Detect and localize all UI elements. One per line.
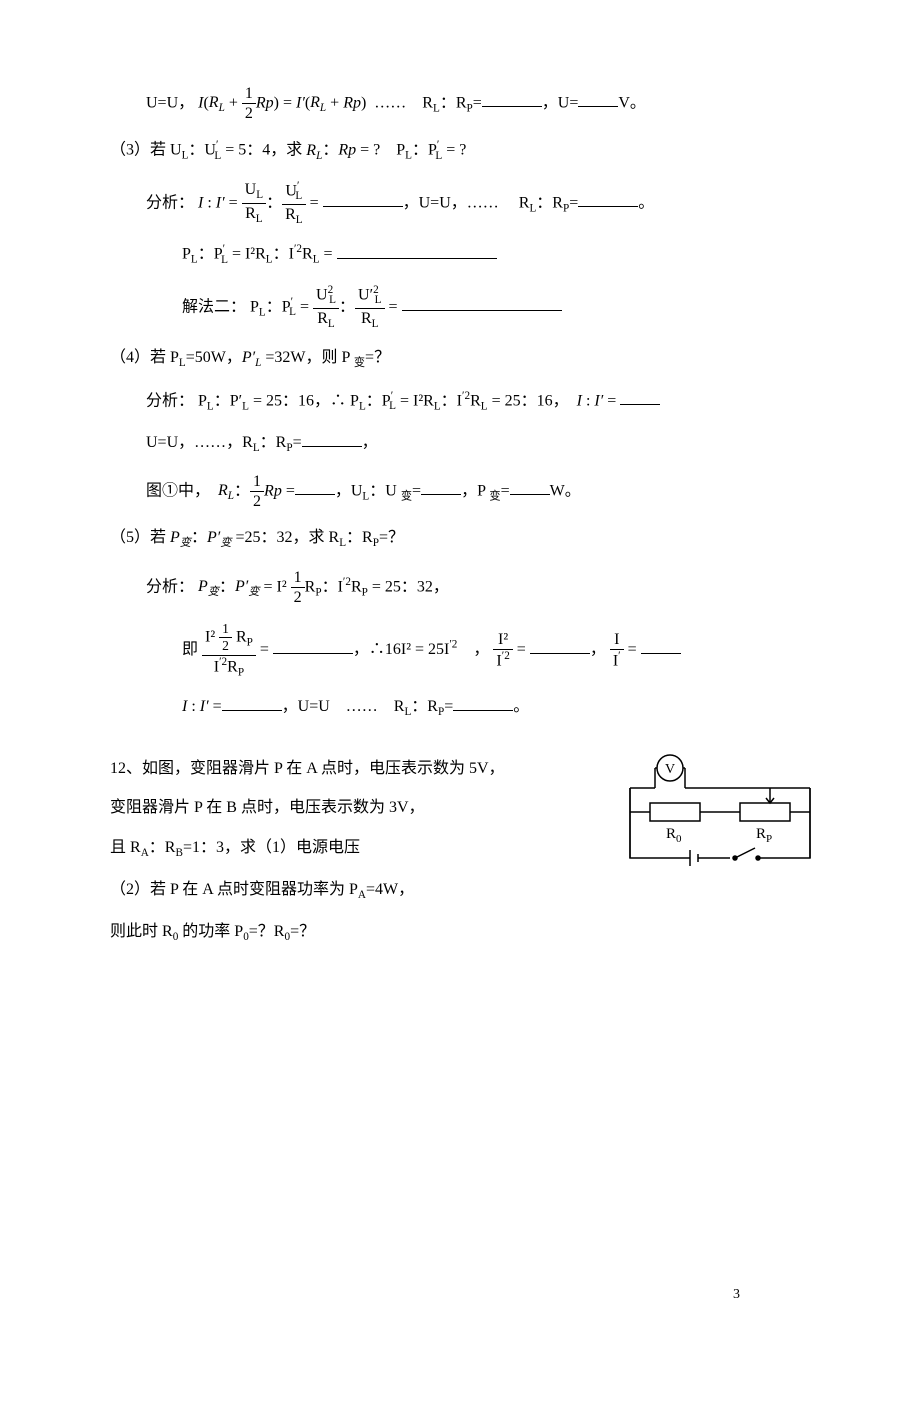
q12-line3: 且 RA：RB=1：3，求（1）电源电压 [110, 835, 600, 863]
q12-line2: 变阻器滑片 P 在 B 点时，电压表示数为 3V， [110, 795, 600, 821]
page: U=U， I(RL + 12Rp) = I′(RL + Rp) …… RL：RP… [110, 84, 830, 1344]
q12-text: 12、如图，变阻器滑片 P 在 A 点时，电压表示数为 5V， 变阻器滑片 P … [110, 742, 600, 962]
page-number: 3 [733, 1284, 740, 1306]
rp-label: RP [756, 826, 772, 845]
q3-analysis-3: 解法二： PL：P′L = U2LRL：U′2LRL = [182, 284, 830, 332]
q12-line5: 则此时 R0 的功率 P0=？R0=？ [110, 919, 600, 947]
math-italic: I [198, 94, 203, 111]
text: U=U， [146, 94, 194, 111]
r0-label: R0 [666, 826, 682, 845]
blank [620, 388, 660, 405]
blank [578, 190, 638, 207]
q3-analysis-2: PL：P′L = I²RL：I′2RL = [182, 241, 830, 269]
top-equation-line: U=U， I(RL + 12Rp) = I′(RL + Rp) …… RL：RP… [146, 84, 830, 123]
blank [222, 694, 282, 711]
q4-analysis-3: 图①中， RL：12Rp =，UL：U 变=，P 变=W。 [146, 472, 830, 511]
circuit-svg: V R0 RP [620, 748, 820, 888]
q5-analysis-1: 分析： P变：P′变 = I² 12RP：I′2RP = 25：32， [146, 568, 830, 607]
blank [273, 637, 353, 654]
blank [337, 242, 497, 259]
blank [641, 637, 681, 654]
q5-analysis-3: I : I′ =，U=U …… RL：RP=。 [182, 694, 830, 722]
q12-line4: （2）若 P 在 A 点时变阻器功率为 PA=4W， [110, 877, 600, 905]
voltmeter-label: V [665, 762, 675, 777]
blank [302, 430, 362, 447]
circuit-diagram: V R0 RP [620, 748, 830, 897]
blank [578, 90, 618, 107]
analysis-label: 分析： [146, 392, 194, 409]
q3-title: （3）若 UL：U′L = 5：4，求 RL：Rp = ? PL：P′L = ? [110, 137, 830, 165]
q5-title: （5）若 P变：P′变 =25：32，求 RL：RP=？ [110, 525, 830, 553]
blank [482, 90, 542, 107]
q4-analysis-1: 分析： PL：P′L = 25：16，∴ PL：P′L = I²RL：I′2RL… [146, 388, 830, 416]
blank [530, 637, 590, 654]
analysis-label: 分析： [146, 578, 194, 595]
q12-block: 12、如图，变阻器滑片 P 在 A 点时，电压表示数为 5V， 变阻器滑片 P … [110, 742, 830, 962]
blank [323, 190, 403, 207]
method2-label: 解法二： [182, 298, 246, 315]
analysis-label: 分析： [146, 194, 194, 211]
blank [402, 294, 562, 311]
blank [510, 478, 550, 495]
q5-analysis-2: 即 I² 12 RP I′2RP = ，∴16I² = 25I′2 ， I²I′… [182, 621, 830, 680]
q12-line1: 12、如图，变阻器滑片 P 在 A 点时，电压表示数为 5V， [110, 756, 600, 782]
q4-title: （4）若 PL=50W，P′L =32W，则 P 变=？ [110, 345, 830, 373]
blank [453, 694, 513, 711]
q4-analysis-2: U=U，……，RL：RP=， [146, 430, 830, 458]
blank [295, 478, 335, 495]
blank [421, 478, 461, 495]
q3-analysis-1: 分析： I : I′ = ULRL：U′LRL = ，U=U，…… RL：RP=… [146, 180, 830, 228]
